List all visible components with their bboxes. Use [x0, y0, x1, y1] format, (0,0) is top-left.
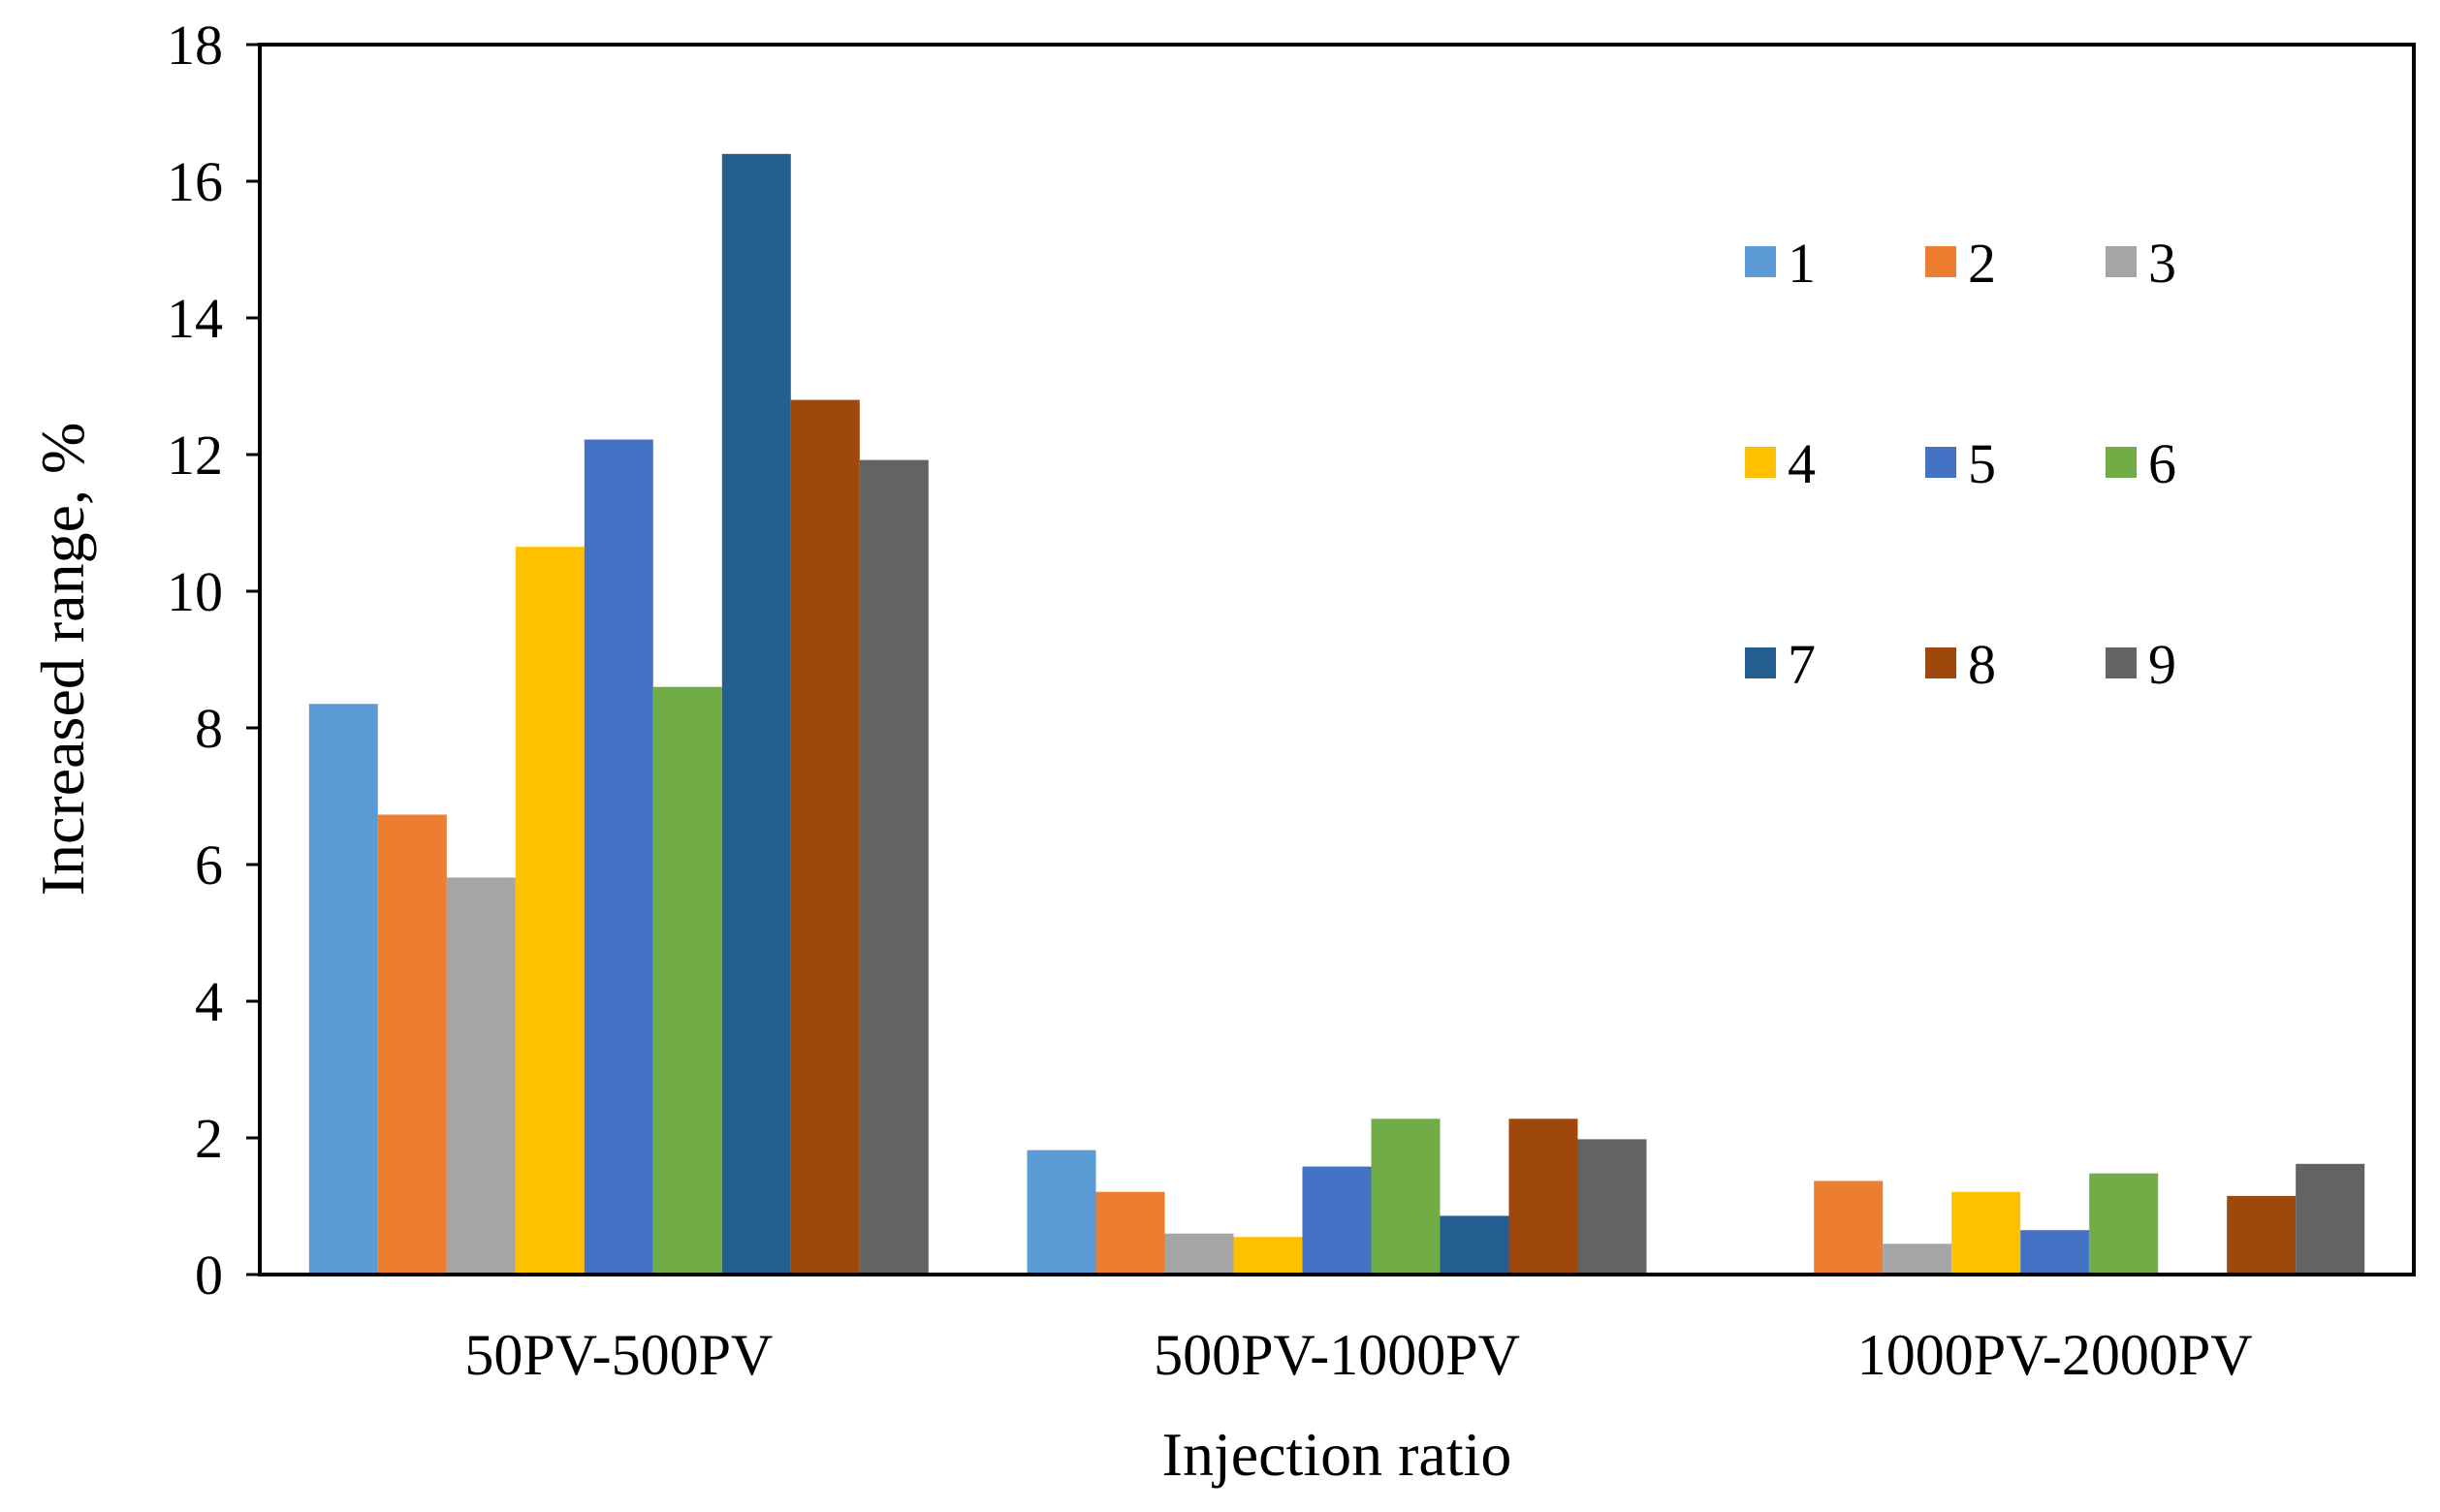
y-axis-title: Increased range, %	[28, 423, 97, 897]
legend-label-7: 7	[1788, 633, 1816, 696]
bar-series-7-500PV-1000PV	[1440, 1215, 1509, 1275]
bar-series-1-500PV-1000PV	[1027, 1150, 1096, 1275]
legend-label-2: 2	[1968, 232, 1996, 295]
legend-label-3: 3	[2148, 232, 2176, 295]
legend-swatch-5	[1925, 447, 1956, 478]
bar-series-6-500PV-1000PV	[1371, 1118, 1441, 1275]
y-tick-label: 6	[195, 834, 223, 897]
x-axis: 50PV-500PV 500PV-1000PV 1000PV-2000PV	[464, 1323, 2252, 1387]
y-tick-label: 16	[167, 150, 223, 213]
x-axis-title: Injection ratio	[1162, 1420, 1512, 1489]
y-axis: 0 2 4 6 8 10 12 14 16 18	[167, 14, 260, 1307]
bar-series-5-50PV-500PV	[584, 439, 653, 1275]
legend-swatch-9	[2106, 647, 2137, 678]
y-tick-label: 4	[195, 970, 223, 1033]
bar-series-8-500PV-1000PV	[1508, 1118, 1578, 1275]
x-tick-label: 1000PV-2000PV	[1857, 1323, 2253, 1387]
legend-swatch-6	[2106, 447, 2137, 478]
bar-series-2-1000PV-2000PV	[1814, 1181, 1884, 1275]
legend: 1 2 3 4 5 6 7 8 9	[1745, 232, 2176, 696]
y-tick-label: 18	[167, 14, 223, 77]
bar-series-6-1000PV-2000PV	[2089, 1173, 2159, 1275]
bar-series-8-1000PV-2000PV	[2227, 1195, 2297, 1275]
legend-swatch-3	[2106, 246, 2137, 277]
bars-layer	[308, 153, 2365, 1276]
bar-series-9-50PV-500PV	[859, 459, 929, 1276]
bar-series-5-1000PV-2000PV	[2020, 1230, 2090, 1275]
bar-series-5-500PV-1000PV	[1302, 1166, 1372, 1275]
legend-swatch-8	[1925, 647, 1956, 678]
bar-series-2-500PV-1000PV	[1095, 1191, 1165, 1275]
bar-series-4-1000PV-2000PV	[1951, 1191, 2021, 1275]
x-tick-label: 500PV-1000PV	[1154, 1323, 1520, 1387]
bar-series-4-50PV-500PV	[515, 547, 585, 1275]
y-tick-label: 2	[195, 1107, 223, 1170]
legend-label-4: 4	[1788, 432, 1816, 495]
bar-series-2-50PV-500PV	[377, 814, 447, 1275]
y-tick-label: 0	[195, 1244, 223, 1307]
bar-series-3-500PV-1000PV	[1164, 1233, 1234, 1275]
x-tick-label: 50PV-500PV	[464, 1323, 773, 1387]
bar-series-4-500PV-1000PV	[1233, 1237, 1303, 1275]
legend-label-8: 8	[1968, 633, 1996, 696]
bar-series-6-50PV-500PV	[652, 686, 722, 1275]
bar-series-9-500PV-1000PV	[1577, 1139, 1647, 1275]
y-tick-label: 14	[167, 287, 223, 350]
legend-swatch-7	[1745, 647, 1776, 678]
legend-swatch-4	[1745, 447, 1776, 478]
bar-series-8-50PV-500PV	[790, 399, 860, 1276]
bar-series-1-50PV-500PV	[308, 704, 378, 1275]
bar-series-3-1000PV-2000PV	[1883, 1244, 1952, 1275]
legend-swatch-2	[1925, 246, 1956, 277]
legend-swatch-1	[1745, 246, 1776, 277]
y-tick-label: 8	[195, 697, 223, 760]
legend-label-5: 5	[1968, 432, 1996, 495]
bar-series-9-1000PV-2000PV	[2296, 1163, 2365, 1275]
legend-label-6: 6	[2148, 432, 2176, 495]
plot-area-frame	[258, 43, 2416, 1276]
bar-series-7-50PV-500PV	[721, 153, 791, 1275]
bar-series-3-50PV-500PV	[446, 877, 516, 1275]
legend-label-9: 9	[2148, 633, 2176, 696]
legend-label-1: 1	[1788, 232, 1816, 295]
y-tick-label: 10	[167, 560, 223, 623]
y-tick-label: 12	[167, 424, 223, 487]
